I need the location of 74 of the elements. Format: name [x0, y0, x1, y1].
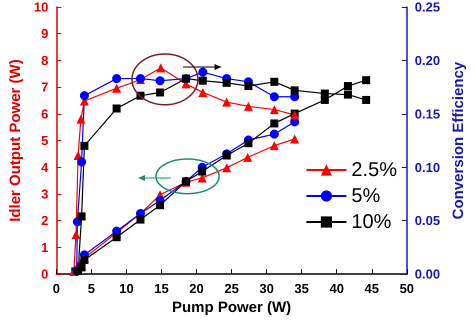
point: [198, 168, 206, 176]
legend-label: 5%: [351, 185, 381, 207]
y-tick-label: 10: [34, 0, 48, 14]
point: [156, 88, 164, 96]
legend-label: 10%: [351, 211, 392, 233]
point: [320, 90, 329, 98]
y2-axis-title: Conversion Efficiency: [450, 61, 467, 220]
point: [362, 96, 370, 104]
point: [112, 104, 121, 112]
point: [270, 141, 279, 150]
point: [80, 142, 88, 150]
point: [222, 98, 232, 107]
x-tick-label: 40: [329, 281, 344, 296]
point: [156, 201, 164, 210]
y-tick-label: 9: [41, 26, 48, 42]
point: [244, 102, 253, 111]
point: [243, 152, 252, 162]
point: [222, 78, 231, 87]
point: [270, 105, 279, 114]
point: [112, 84, 122, 93]
point: [270, 78, 278, 86]
point: [244, 82, 252, 90]
point: [244, 139, 252, 148]
point: [270, 92, 279, 102]
x-tick-label: 20: [189, 281, 204, 296]
x-tick-label: 25: [224, 281, 239, 296]
y2-tick-label: 0.15: [414, 106, 440, 122]
y2-tick-label: 0.20: [414, 52, 440, 68]
y-axis-title: Idler Output Power (W): [7, 59, 24, 222]
x-tick-label: 35: [294, 281, 309, 296]
x-tick-label: 5: [88, 281, 96, 296]
x-tick-label: 10: [119, 281, 134, 296]
x-tick-label: 30: [259, 281, 274, 296]
y-tick-label: 5: [41, 133, 48, 148]
point: [76, 114, 86, 124]
point: [80, 91, 89, 100]
point: [198, 88, 208, 97]
y-tick-label: 3: [41, 186, 48, 202]
point: [222, 163, 232, 172]
y-tick-label: 7: [41, 80, 48, 95]
point: [78, 212, 86, 220]
x-axis-title: Pump Power (W): [172, 299, 292, 316]
y2-tick-label: 0.10: [414, 160, 440, 175]
point: [112, 233, 121, 242]
y-tick-label: 0: [41, 266, 48, 282]
point: [71, 230, 80, 240]
y2-tick-label: 0.05: [414, 213, 440, 228]
y-tick-label: 4: [41, 160, 50, 175]
point: [290, 134, 300, 144]
point: [362, 76, 370, 84]
y-tick-label: 2: [41, 213, 48, 228]
y2-tick-label: 0.00: [414, 266, 440, 282]
point: [198, 76, 207, 85]
x-tick-label: 50: [400, 281, 414, 296]
point: [270, 119, 278, 128]
x-tick-label: 15: [154, 281, 169, 296]
point: [344, 90, 352, 99]
point: [344, 82, 352, 90]
point: [222, 152, 231, 160]
y-tick-label: 1: [41, 240, 48, 255]
point: [198, 68, 208, 77]
point: [112, 74, 122, 84]
legend-label: 2.5%: [351, 159, 398, 181]
point: [156, 76, 165, 86]
y-tick-label: 8: [41, 52, 48, 68]
point: [156, 63, 166, 72]
point: [270, 130, 279, 139]
point: [136, 216, 144, 224]
x-tick-label: 45: [364, 281, 379, 296]
point: [290, 86, 299, 94]
x-tick-label: 0: [52, 281, 60, 296]
y-tick-label: 6: [41, 106, 48, 122]
y2-tick-label: 0.25: [414, 0, 440, 14]
point: [77, 157, 86, 166]
